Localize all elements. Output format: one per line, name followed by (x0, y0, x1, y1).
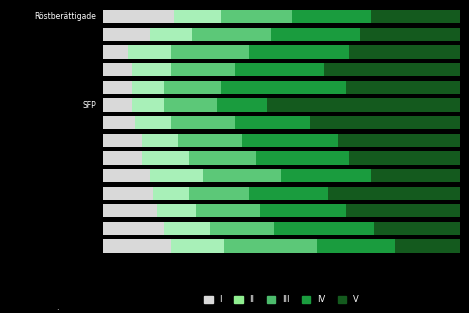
Bar (349, 45, 460, 59)
Text: Röstberättigade: Röstberättigade (34, 12, 96, 21)
Bar (103, 204, 157, 218)
Legend: I, II, III, IV, V: I, II, III, IV, V (201, 292, 362, 308)
Bar (150, 28, 192, 41)
Bar (339, 134, 460, 147)
Bar (310, 116, 460, 129)
Bar (103, 116, 135, 129)
Bar (292, 10, 371, 23)
Text: SFP: SFP (82, 100, 96, 110)
Bar (164, 98, 217, 112)
Bar (171, 239, 224, 253)
Bar (178, 134, 242, 147)
Bar (371, 10, 460, 23)
Text: .: . (56, 303, 59, 312)
Bar (250, 45, 349, 59)
Bar (374, 222, 460, 235)
Bar (360, 28, 460, 41)
Bar (128, 45, 171, 59)
Bar (164, 81, 221, 94)
Bar (103, 169, 150, 182)
Bar (224, 239, 317, 253)
Bar (324, 63, 460, 76)
Bar (103, 10, 174, 23)
Bar (196, 204, 260, 218)
Bar (346, 81, 460, 94)
Bar (174, 10, 221, 23)
Bar (171, 63, 235, 76)
Bar (281, 169, 371, 182)
Bar (103, 134, 143, 147)
Bar (103, 187, 153, 200)
Bar (103, 81, 132, 94)
Bar (328, 187, 460, 200)
Bar (164, 222, 210, 235)
Bar (132, 98, 164, 112)
Bar (132, 81, 164, 94)
Bar (250, 187, 328, 200)
Bar (189, 151, 257, 165)
Bar (274, 222, 374, 235)
Bar (103, 98, 132, 112)
Bar (135, 116, 171, 129)
Bar (317, 239, 395, 253)
Bar (221, 81, 346, 94)
Bar (371, 169, 460, 182)
Bar (103, 239, 171, 253)
Bar (157, 204, 196, 218)
Bar (171, 116, 235, 129)
Bar (103, 151, 143, 165)
Bar (235, 116, 310, 129)
Bar (235, 63, 324, 76)
Bar (267, 98, 460, 112)
Bar (260, 204, 346, 218)
Bar (171, 45, 250, 59)
Bar (221, 10, 292, 23)
Bar (103, 45, 128, 59)
Bar (346, 204, 460, 218)
Bar (153, 187, 189, 200)
Bar (349, 151, 460, 165)
Bar (242, 134, 339, 147)
Bar (271, 28, 360, 41)
Bar (103, 28, 150, 41)
Bar (143, 134, 178, 147)
Bar (217, 98, 267, 112)
Bar (210, 222, 274, 235)
Bar (103, 63, 132, 76)
Bar (203, 169, 281, 182)
Bar (395, 239, 460, 253)
Bar (132, 63, 171, 76)
Bar (257, 151, 349, 165)
Bar (103, 222, 164, 235)
Bar (143, 151, 189, 165)
Bar (192, 28, 271, 41)
Bar (150, 169, 203, 182)
Bar (189, 187, 250, 200)
